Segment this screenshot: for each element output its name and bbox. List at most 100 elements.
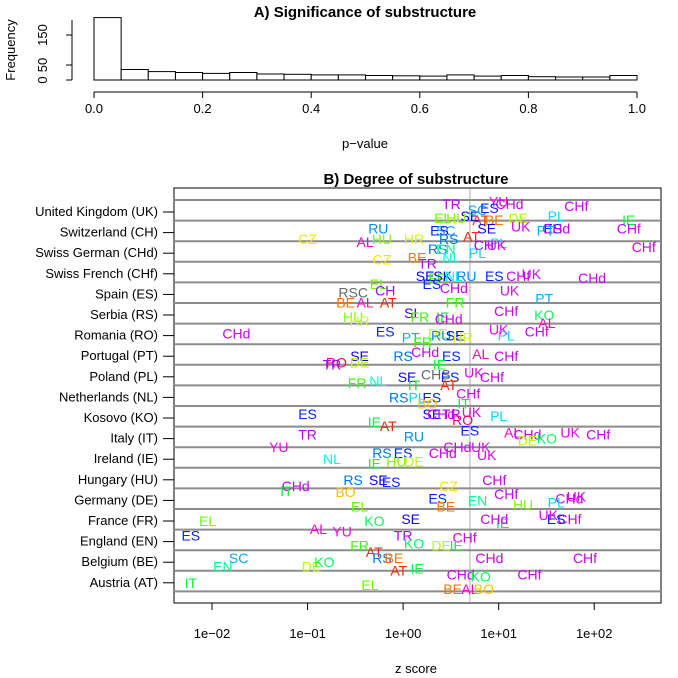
point-label: DE [404, 453, 423, 469]
point-label: CHd [427, 406, 455, 422]
point-label: BE [336, 295, 355, 311]
point-label: PL [490, 235, 507, 251]
point-label: IT [280, 483, 293, 499]
point-label: AL [538, 315, 555, 331]
histogram-x-label: p−value [342, 136, 388, 151]
point-label: DE [428, 326, 447, 342]
point-label: AT [463, 229, 480, 245]
point-label: SE [416, 268, 435, 284]
point-label: ES [461, 422, 480, 438]
point-label: TR [394, 527, 413, 543]
point-label: SE [401, 511, 420, 527]
point-label: CHd [222, 326, 250, 342]
point-label: TR [442, 406, 461, 422]
histogram-bar [555, 76, 584, 81]
point-label: AL [357, 234, 374, 250]
histogram-y-label: Frequency [3, 19, 18, 81]
point-label: AL [461, 581, 478, 597]
point-label: FR [348, 375, 367, 391]
row-separators [174, 199, 661, 593]
substructure-title: B) Degree of substructure [323, 171, 508, 188]
point-label: CHf [453, 529, 477, 545]
point-label: AL [310, 521, 327, 537]
histogram-x-tick-label: 0.0 [85, 101, 103, 116]
point-label: HR [349, 313, 369, 329]
point-label: SC [229, 550, 248, 566]
point-label: CHf [494, 348, 518, 364]
country-label: Hungary (HU) [78, 472, 158, 487]
histogram-bar [609, 75, 638, 81]
point-label: IE [433, 356, 446, 372]
country-label: Poland (PL) [89, 369, 158, 384]
point-label: RS [343, 472, 362, 488]
point-label: ES [382, 474, 401, 490]
country-label: Portugal (PT) [81, 348, 158, 363]
point-label: EN [213, 558, 232, 574]
point-label: FR [350, 538, 369, 554]
point-label: AT [390, 562, 407, 578]
point-label: RS [389, 389, 408, 405]
point-label: YU [489, 194, 508, 210]
point-label: CHf [494, 303, 518, 319]
histogram-y-tick-label: 50 [35, 58, 50, 72]
point-label: AT [366, 544, 383, 560]
point-label: CH [375, 282, 395, 298]
point-label: CHd [542, 220, 570, 236]
point-label: KO [314, 554, 334, 570]
point-label: SE [477, 220, 496, 236]
point-label: CHf [482, 472, 506, 488]
point-label: SC [436, 223, 455, 239]
point-label: CHf [494, 486, 518, 502]
point-label: CZ [439, 478, 458, 494]
point-label: SE [350, 348, 369, 364]
z-axis-tick-label: 1e−01 [289, 626, 326, 641]
point-label: RO [326, 354, 347, 370]
point-label: UK [489, 321, 509, 337]
point-label: ES [441, 369, 460, 385]
point-label: FR [428, 270, 447, 286]
country-label: Netherlands (NL) [59, 389, 158, 404]
point-label: AL [357, 295, 374, 311]
point-label: ES [547, 511, 566, 527]
point-label: TR [418, 256, 437, 272]
z-axis-tick-label: 1e+02 [576, 626, 613, 641]
z-axis-tick-label: 1e+01 [480, 626, 517, 641]
histogram-y-ticks: 0 50 150 [35, 24, 72, 84]
point-label: AL [472, 346, 489, 362]
point-label: CHf [573, 550, 597, 566]
point-label: UK [464, 365, 484, 381]
point-label: KO [404, 536, 424, 552]
point-label: KO [471, 569, 491, 585]
point-label: CHd [496, 196, 524, 212]
point-label: BE [436, 499, 455, 515]
histogram-bar [120, 69, 149, 81]
point-label: DE [508, 210, 527, 226]
country-label: Swiss German (CHd) [35, 245, 158, 260]
histogram-bar [527, 76, 557, 81]
point-label: SE [423, 406, 442, 422]
z-axis-tick-label: 1e−02 [194, 626, 231, 641]
point-label: CHf [525, 323, 549, 339]
point-label: AL [504, 424, 521, 440]
point-label: HU [513, 497, 533, 513]
point-label: CHd [429, 445, 457, 461]
point-label: ES [423, 389, 442, 405]
histogram-panel: A) Significance of substructure 0.0 0.2 0.… [3, 4, 646, 151]
histogram-bar [202, 72, 231, 81]
point-label: ES [442, 348, 461, 364]
country-label: Romania (RO) [74, 328, 158, 343]
point-label: RS [439, 231, 458, 247]
point-label: SE [398, 369, 417, 385]
z-axis-ticks: 1e−02 1e−01 1e+00 1e+01 1e+02 [194, 603, 613, 641]
point-label: EL [351, 499, 368, 515]
histogram-bar [283, 73, 312, 81]
histogram-x-tick-label: 1.0 [628, 101, 646, 116]
point-label: PL [409, 389, 426, 405]
point-label: RS [393, 348, 412, 364]
point-label: CHd [555, 490, 583, 506]
point-label: NL [323, 451, 341, 467]
point-label: DE [350, 354, 369, 370]
point-label: UK [538, 507, 558, 523]
point-label: CHd [578, 270, 606, 286]
point-label: ES [394, 445, 413, 461]
